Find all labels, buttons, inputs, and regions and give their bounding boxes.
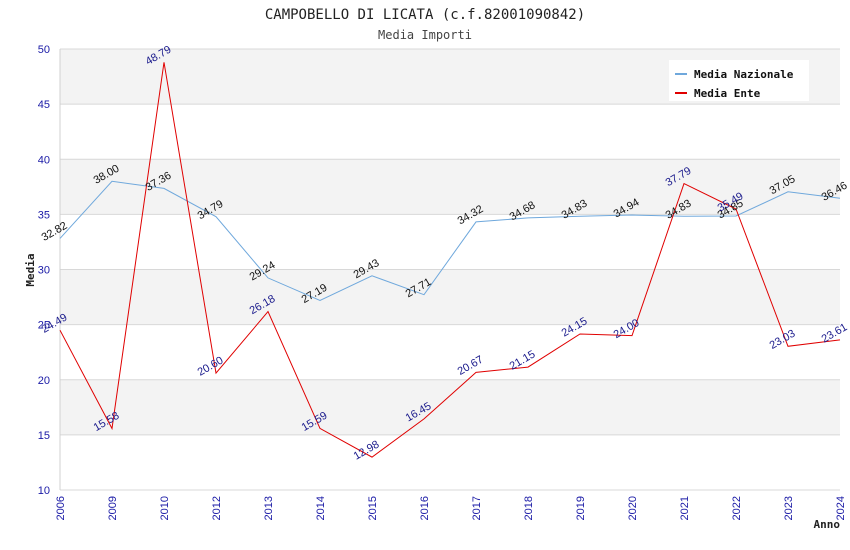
x-tick-2022: 2022: [731, 496, 743, 520]
legend: Media Nazionale Media Ente: [669, 60, 809, 101]
x-tick-2019: 2019: [575, 496, 587, 520]
x-tick-2020: 2020: [627, 496, 639, 520]
x-tick-2015: 2015: [367, 496, 379, 520]
x-tick-2024: 2024: [835, 496, 847, 520]
x-tick-2018: 2018: [523, 496, 535, 520]
chart-subtitle: Media Importi: [378, 28, 472, 42]
y-tick-10: 10: [38, 485, 50, 497]
chart-title: CAMPOBELLO DI LICATA (c.f.82001090842): [265, 7, 585, 23]
legend-label-media-nazionale: Media Nazionale: [694, 68, 794, 81]
x-axis-label: Anno: [814, 518, 841, 531]
x-tick-2013: 2013: [263, 496, 275, 520]
x-tick-2006: 2006: [55, 496, 67, 520]
x-tick-2014: 2014: [315, 496, 327, 520]
y-tick-35: 35: [38, 209, 50, 221]
x-tick-2017: 2017: [471, 496, 483, 520]
band-30-35: [60, 214, 840, 270]
legend-box: [669, 60, 809, 101]
band-35-40: [60, 159, 840, 215]
series-line-media-nazionale: [59, 180, 841, 302]
x-tick-2021: 2021: [679, 496, 691, 520]
y-tick-50: 50: [38, 44, 50, 56]
band-15-20: [60, 379, 840, 435]
y-tick-20: 20: [38, 375, 50, 387]
y-tick-15: 15: [38, 430, 50, 442]
x-tick-2023: 2023: [783, 496, 795, 520]
band-10-15: [60, 434, 840, 490]
band-40-45: [60, 104, 840, 160]
legend-label-media-ente: Media Ente: [694, 87, 761, 100]
x-tick-2012: 2012: [211, 496, 223, 520]
y-tick-40: 40: [38, 154, 50, 166]
series-line-media-ente: [59, 62, 841, 458]
x-tick-2010: 2010: [159, 496, 171, 520]
x-tick-2016: 2016: [419, 496, 431, 520]
band-20-25: [60, 324, 840, 380]
y-tick-labels: 10 15 20 25 30 35 40 45 50: [38, 44, 50, 497]
grid-lines: [59, 48, 840, 491]
y-tick-30: 30: [38, 265, 50, 277]
y-tick-45: 45: [38, 99, 50, 111]
background-bands: [60, 49, 840, 490]
x-tick-2009: 2009: [107, 496, 119, 520]
series-lines: [59, 62, 841, 458]
y-tick-25: 25: [38, 320, 50, 332]
band-25-30: [60, 269, 840, 325]
x-tick-labels: 2006 2009 2010 2012 2013 2014 2015 2016 2017 2018…: [55, 496, 847, 520]
y-axis-label: Media: [24, 253, 37, 286]
